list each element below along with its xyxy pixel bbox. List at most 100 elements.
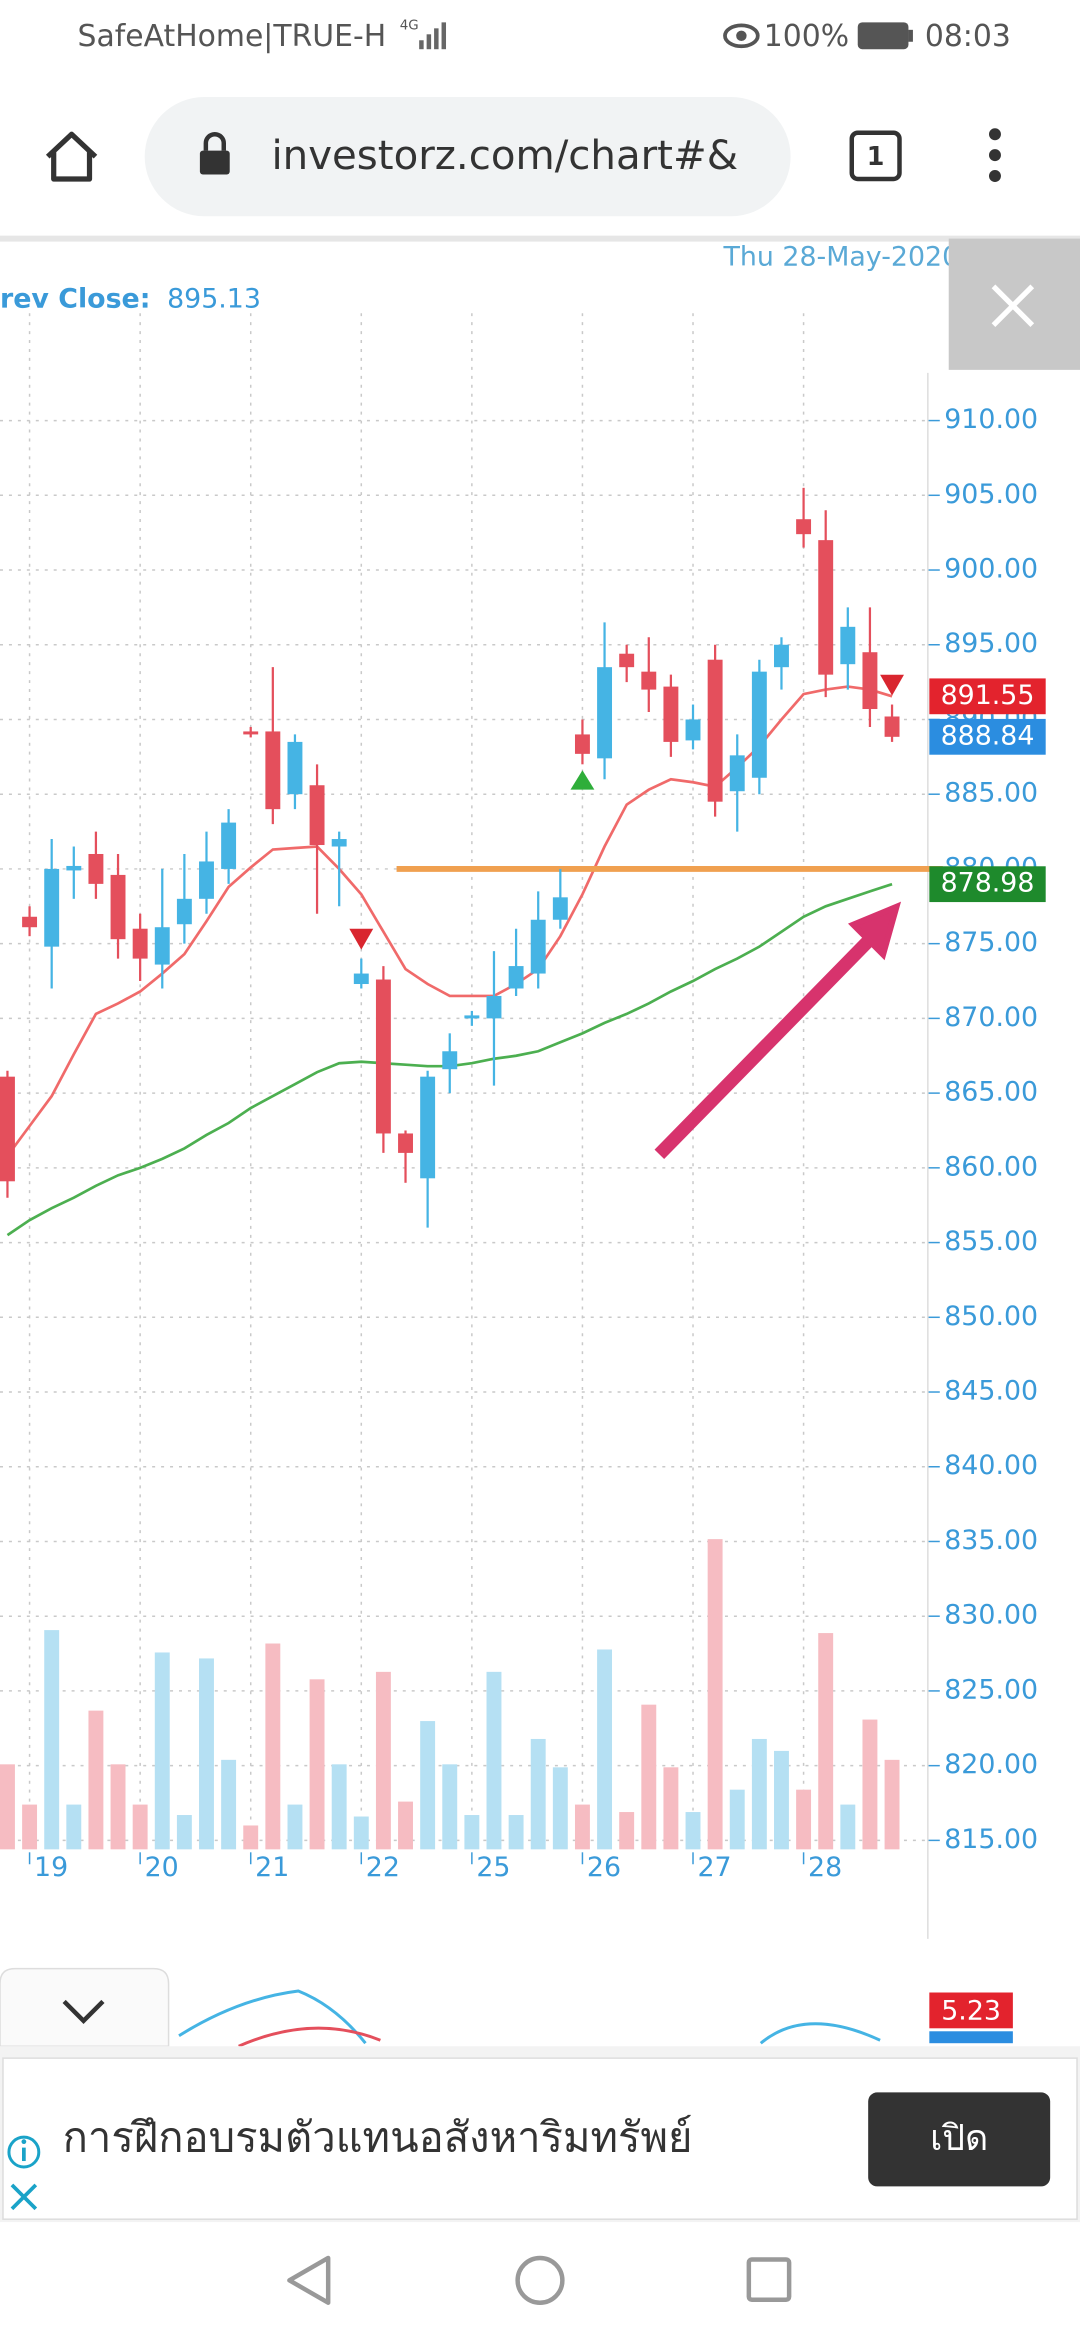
candle-body (22, 916, 38, 928)
volume-bar (774, 1750, 789, 1850)
volume-bar (243, 1825, 259, 1850)
close-icon (991, 284, 1035, 327)
ad-info-icon[interactable] (7, 2135, 41, 2169)
x-tick-label: 26 (587, 1852, 621, 1883)
candle-body (44, 868, 60, 947)
volume-bar (398, 1801, 413, 1850)
volume-bar (862, 1719, 878, 1850)
candle-body (729, 755, 745, 792)
volume-bar (44, 1630, 60, 1850)
menu-button[interactable] (989, 128, 1001, 182)
volume-bar (552, 1767, 568, 1850)
annotation-arrow (654, 901, 902, 1160)
candle-body (597, 667, 613, 759)
volume-bar (110, 1764, 126, 1850)
y-tick-label: 885.00 (944, 778, 1038, 809)
network: 4G (400, 18, 419, 33)
candle-body (154, 927, 170, 965)
candle-body (574, 734, 590, 754)
candle-body (375, 979, 391, 1134)
home-nav-button[interactable] (515, 2255, 565, 2305)
volume-bar (818, 1633, 834, 1850)
volume-bar (22, 1804, 38, 1850)
candle-body (751, 671, 767, 778)
y-tick-label: 905.00 (944, 479, 1038, 510)
candle-body (707, 659, 723, 802)
y-tick-label: 900.00 (944, 554, 1038, 585)
volume-bar (707, 1539, 723, 1850)
candle-body (265, 731, 281, 810)
candle-body (176, 898, 192, 925)
lock-icon (199, 132, 230, 175)
volume-bar (464, 1815, 480, 1850)
nav-bar (0, 2222, 1080, 2340)
y-tick-label: 855.00 (944, 1226, 1038, 1257)
y-tick-label: 860.00 (944, 1151, 1038, 1182)
candle-body (0, 1076, 15, 1182)
indicator-label-box (929, 1992, 1013, 2029)
candle-body (309, 785, 325, 846)
y-tick-label: 895.00 (944, 628, 1038, 659)
volume-bar (619, 1812, 635, 1850)
back-button[interactable] (287, 2255, 331, 2305)
candle-body (221, 822, 237, 869)
y-tick-label: 850.00 (944, 1301, 1038, 1332)
candle-body (663, 686, 679, 742)
volume-bar (132, 1804, 148, 1850)
y-tick-label: 870.00 (944, 1002, 1038, 1033)
volume-bar (884, 1759, 900, 1850)
clock: 08:03 (925, 19, 1011, 54)
carrier: SafeAtHome|TRUE-H (78, 19, 387, 54)
x-tick-label: 27 (697, 1852, 731, 1883)
volume-bar (221, 1759, 237, 1850)
candle-body (110, 874, 126, 940)
collapse-tab[interactable] (0, 1967, 170, 2047)
home-button[interactable] (45, 131, 98, 182)
tabs-button[interactable] (849, 130, 902, 182)
indicator-line (178, 1989, 367, 2045)
volume-bar (840, 1804, 856, 1850)
indicator-label: 5.23 (941, 1995, 1001, 2026)
candle-body (486, 995, 502, 1019)
url-bar[interactable] (144, 96, 791, 217)
ad-button-label: เปิด (930, 2118, 988, 2159)
volume-bar (530, 1738, 546, 1850)
battery-percent: 100% (764, 19, 849, 54)
prev-close-label: rev Close: (0, 283, 150, 314)
price-label-box (929, 866, 1046, 903)
y-tick-label: 875.00 (944, 927, 1038, 958)
volume-bar (729, 1789, 745, 1850)
candle-body (685, 719, 701, 741)
recents-button[interactable] (746, 2257, 792, 2302)
y-tick-label: 865.00 (944, 1077, 1038, 1108)
indicator-line (238, 2026, 381, 2048)
ad-close-icon[interactable] (10, 2183, 38, 2211)
volume-bar (353, 1816, 369, 1850)
volume-bar (265, 1643, 281, 1850)
x-tick-label: 22 (366, 1852, 400, 1883)
candle-body (530, 919, 546, 974)
eye-icon (723, 23, 760, 49)
candle-body (796, 519, 812, 535)
y-tick-label: 825.00 (944, 1674, 1038, 1705)
candle-body (398, 1133, 413, 1153)
candle-body (641, 671, 657, 690)
sell-marker (880, 674, 904, 696)
volume-bar (154, 1652, 170, 1850)
y-tick-label: 830.00 (944, 1600, 1038, 1631)
candle-body (199, 861, 214, 899)
x-tick-label: 28 (808, 1852, 842, 1883)
tab-count: 1 (867, 141, 885, 171)
y-tick-label: 815.00 (944, 1824, 1038, 1855)
plot: 910.00905.00900.00895.00890.00885.00880.… (0, 313, 1046, 1939)
volume-bar (176, 1815, 192, 1850)
x-tick-label: 19 (34, 1852, 68, 1883)
x-tick-label: 25 (476, 1852, 510, 1883)
ad-button[interactable] (868, 2092, 1051, 2187)
volume-bar (597, 1649, 613, 1850)
chevron-icon (62, 1999, 105, 2025)
volume-bar (685, 1812, 701, 1850)
x-tick-label: 20 (145, 1852, 179, 1883)
indicator-label-box (929, 2031, 1013, 2044)
